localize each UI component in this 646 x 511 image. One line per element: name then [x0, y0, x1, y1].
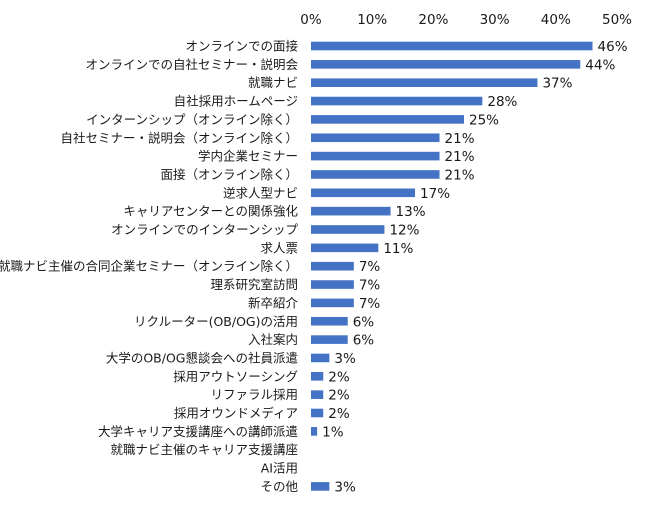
x-tick-label: 30% — [480, 12, 510, 28]
category-label: オンラインでのインターンシップ — [111, 222, 298, 237]
bar — [311, 188, 416, 198]
data-label: 44% — [585, 57, 615, 73]
data-label: 21% — [445, 131, 475, 147]
category-label: リクルーター(OB/OG)の活用 — [134, 314, 298, 329]
bar — [311, 96, 483, 106]
category-label: リファラル採用 — [210, 387, 298, 402]
bar — [311, 482, 330, 491]
bar — [311, 261, 354, 271]
data-label: 3% — [334, 351, 356, 367]
value-labels: 46%44%37%28%25%21%21%21%17%13%12%11%7%7%… — [322, 39, 628, 495]
bar — [311, 243, 379, 253]
data-label: 21% — [445, 167, 475, 183]
data-label: 13% — [396, 204, 426, 220]
category-labels: オンラインでの面接オンラインでの自社セミナー・説明会就職ナビ自社採用ホームページ… — [0, 39, 298, 494]
bar — [311, 41, 593, 51]
category-label: 採用アウトソーシング — [173, 369, 298, 384]
bar — [311, 298, 354, 308]
bars — [311, 41, 593, 491]
data-label: 11% — [383, 241, 413, 257]
bar — [311, 133, 440, 143]
x-axis-ticks: 0% 10% 20% 30% 40% 50% — [300, 12, 632, 28]
data-label: 21% — [445, 149, 475, 165]
data-label: 7% — [359, 278, 381, 294]
category-label: インターンシップ（オンライン除く） — [86, 112, 298, 127]
x-tick-label: 10% — [357, 12, 387, 28]
bar — [311, 353, 330, 363]
bar — [311, 372, 324, 381]
category-label: 理系研究室訪問 — [210, 277, 298, 292]
data-label: 2% — [328, 388, 350, 404]
category-label: 入社案内 — [248, 332, 298, 347]
bar — [311, 78, 538, 87]
data-label: 12% — [389, 223, 419, 239]
category-label: 就職ナビ — [248, 75, 298, 90]
category-label: 就職ナビ主催のキャリア支援講座 — [110, 442, 298, 457]
category-label: 就職ナビ主催の合同企業セミナー（オンライン除く） — [0, 259, 298, 274]
x-tick-label: 40% — [541, 12, 571, 28]
category-label: オンラインでの面接 — [185, 39, 298, 54]
bar — [311, 60, 581, 69]
category-label: キャリアセンターとの関係強化 — [123, 204, 298, 219]
bar — [311, 280, 354, 289]
data-label: 6% — [353, 333, 375, 349]
bar — [311, 115, 464, 124]
bar — [311, 390, 324, 399]
data-label: 25% — [469, 112, 499, 128]
data-label: 1% — [322, 424, 344, 440]
category-label: 新卒紹介 — [248, 295, 299, 310]
bar — [311, 206, 391, 216]
bar — [311, 316, 348, 326]
data-label: 2% — [328, 369, 350, 385]
category-label: 採用オウンドメディア — [174, 406, 298, 421]
data-label: 7% — [359, 259, 381, 275]
data-label: 46% — [598, 39, 628, 55]
category-label: その他 — [260, 479, 298, 494]
category-label: 大学のOB/OG懇談会への社員派遣 — [106, 350, 298, 365]
x-tick-label: 0% — [300, 12, 322, 28]
category-label: 面接（オンライン除く） — [160, 167, 298, 182]
category-label: 学内企業セミナー — [198, 149, 298, 164]
bar — [311, 335, 348, 344]
bar — [311, 170, 440, 179]
category-label: オンラインでの自社セミナー・説明会 — [85, 57, 298, 72]
data-label: 7% — [359, 296, 381, 312]
bar — [311, 151, 440, 161]
category-label: 大学キャリア支援講座への講師派遣 — [98, 424, 298, 439]
bar — [311, 225, 385, 234]
data-label: 28% — [487, 94, 517, 110]
category-label: AI活用 — [261, 461, 298, 476]
x-tick-label: 50% — [602, 12, 632, 28]
data-label: 37% — [542, 76, 572, 92]
data-label: 6% — [353, 314, 375, 330]
data-label: 17% — [420, 186, 450, 202]
data-label: 3% — [334, 479, 356, 495]
bar — [311, 427, 318, 436]
category-label: 自社セミナー・説明会（オンライン除く） — [60, 130, 298, 145]
data-label: 2% — [328, 406, 350, 422]
category-label: 逆求人型ナビ — [223, 185, 298, 200]
x-tick-label: 20% — [418, 12, 448, 28]
bar — [311, 408, 324, 418]
category-label: 求人票 — [260, 240, 298, 255]
category-label: 自社採用ホームページ — [174, 94, 298, 109]
